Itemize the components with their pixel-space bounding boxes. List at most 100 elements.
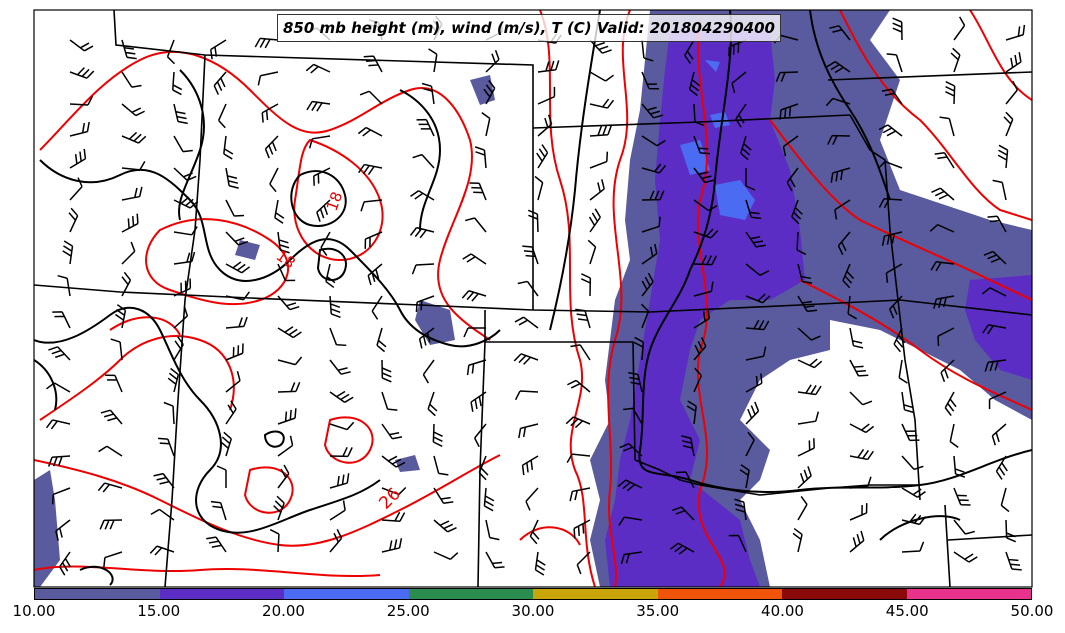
wind-barb [693, 135, 711, 155]
wind-barb [173, 306, 189, 329]
wind-barb [589, 39, 612, 54]
wind-barb [464, 217, 487, 233]
colorbar-tick-label: 10.00 [12, 602, 56, 620]
wind-barb [731, 71, 747, 94]
wind-barb [797, 438, 815, 457]
wind-barb [59, 551, 72, 576]
wind-barb [47, 455, 71, 467]
wind-barb [462, 253, 487, 265]
wind-barb [589, 151, 609, 169]
wind-barb [325, 263, 336, 289]
wind-barb [166, 39, 176, 65]
wind-barb [474, 146, 487, 169]
wind-speed-shading-strongest [680, 60, 755, 220]
wind-barb [930, 261, 955, 272]
wind-barb [693, 308, 711, 329]
wind-barb [988, 391, 1007, 410]
wind-barb [939, 116, 955, 137]
wind-barb [791, 199, 803, 225]
wind-barb [277, 263, 296, 282]
wind-barb [428, 48, 438, 73]
wind-barb [62, 240, 74, 265]
wind-barb [485, 551, 505, 569]
wind-barb [225, 231, 249, 246]
wind-barb [675, 471, 695, 489]
wind-barb [69, 39, 94, 52]
wind-barb [381, 486, 407, 496]
wind-barb [681, 435, 695, 457]
wind-barb [149, 545, 175, 556]
wind-barb [671, 506, 695, 521]
wind-barb [669, 542, 695, 555]
wind-barb [641, 71, 659, 90]
wind-barb [536, 144, 549, 169]
wind-barb [277, 464, 290, 489]
wind-barb [422, 359, 435, 384]
wind-barb [257, 71, 279, 86]
wind-barb [589, 125, 613, 137]
wind-barb [466, 359, 487, 376]
wind-barb [225, 400, 237, 425]
wind-barb [364, 231, 383, 249]
wind-barb [381, 538, 403, 553]
wind-barb [847, 295, 858, 320]
wind-barb [728, 39, 747, 57]
wind-barb [987, 215, 1007, 233]
wind-barb [991, 423, 1007, 446]
wind-barb [329, 359, 351, 375]
wind-barb [55, 519, 71, 541]
wind-barb [433, 551, 459, 561]
wind-barb [628, 371, 643, 393]
wind-barb [357, 126, 383, 137]
wind-barb [849, 423, 875, 434]
wind-barb [984, 359, 1007, 372]
wind-barb [121, 271, 132, 297]
wind-barb [46, 382, 71, 393]
wind-barb [121, 71, 142, 88]
wind-barb [849, 530, 865, 553]
colorbar-tick-label: 35.00 [636, 602, 680, 620]
wind-barb [940, 359, 955, 383]
wind-barb [1005, 52, 1022, 73]
wind-barb [360, 199, 383, 212]
wind-barb [693, 281, 714, 297]
wind-barb [45, 419, 71, 430]
wind-barb [901, 513, 927, 526]
colorbar-tick-label: 40.00 [761, 602, 804, 620]
wind-barb [734, 498, 747, 521]
wind-barb [693, 337, 707, 361]
plot-frame [33, 9, 1033, 588]
wind-barb [684, 39, 695, 64]
wind-barb [157, 437, 175, 457]
wind-barb [618, 516, 643, 526]
temperature-contours [34, 10, 1032, 587]
wind-barb [277, 231, 290, 254]
wind-barb [745, 293, 771, 304]
wind-barb [745, 199, 762, 220]
wind-barb [163, 401, 175, 425]
wind-barb [1003, 111, 1014, 137]
wind-barb [796, 231, 807, 256]
wind-barb [514, 390, 539, 401]
wind-barb [779, 103, 799, 120]
wind-barb [745, 319, 770, 331]
wind-barb [797, 327, 821, 341]
wind-barb [216, 465, 227, 488]
wind-barb [537, 114, 553, 137]
wind-barb [171, 71, 183, 96]
wind-barb [573, 519, 591, 539]
wind-barb [641, 190, 665, 201]
wind-barb [51, 487, 71, 505]
wind-barb [421, 82, 435, 105]
wind-barb [225, 199, 245, 217]
wind-barb [514, 316, 539, 329]
wind-barb [433, 455, 449, 476]
wind-barb [901, 391, 915, 414]
wind-barb [381, 511, 406, 523]
colorbar-ticks: 10.00 15.00 20.00 25.00 30.00 35.00 40.00 45.00… [0, 602, 1065, 626]
wind-barb [827, 134, 851, 146]
wind-barb [792, 527, 803, 553]
wind-barb [121, 160, 146, 171]
wind-barb [277, 356, 303, 366]
